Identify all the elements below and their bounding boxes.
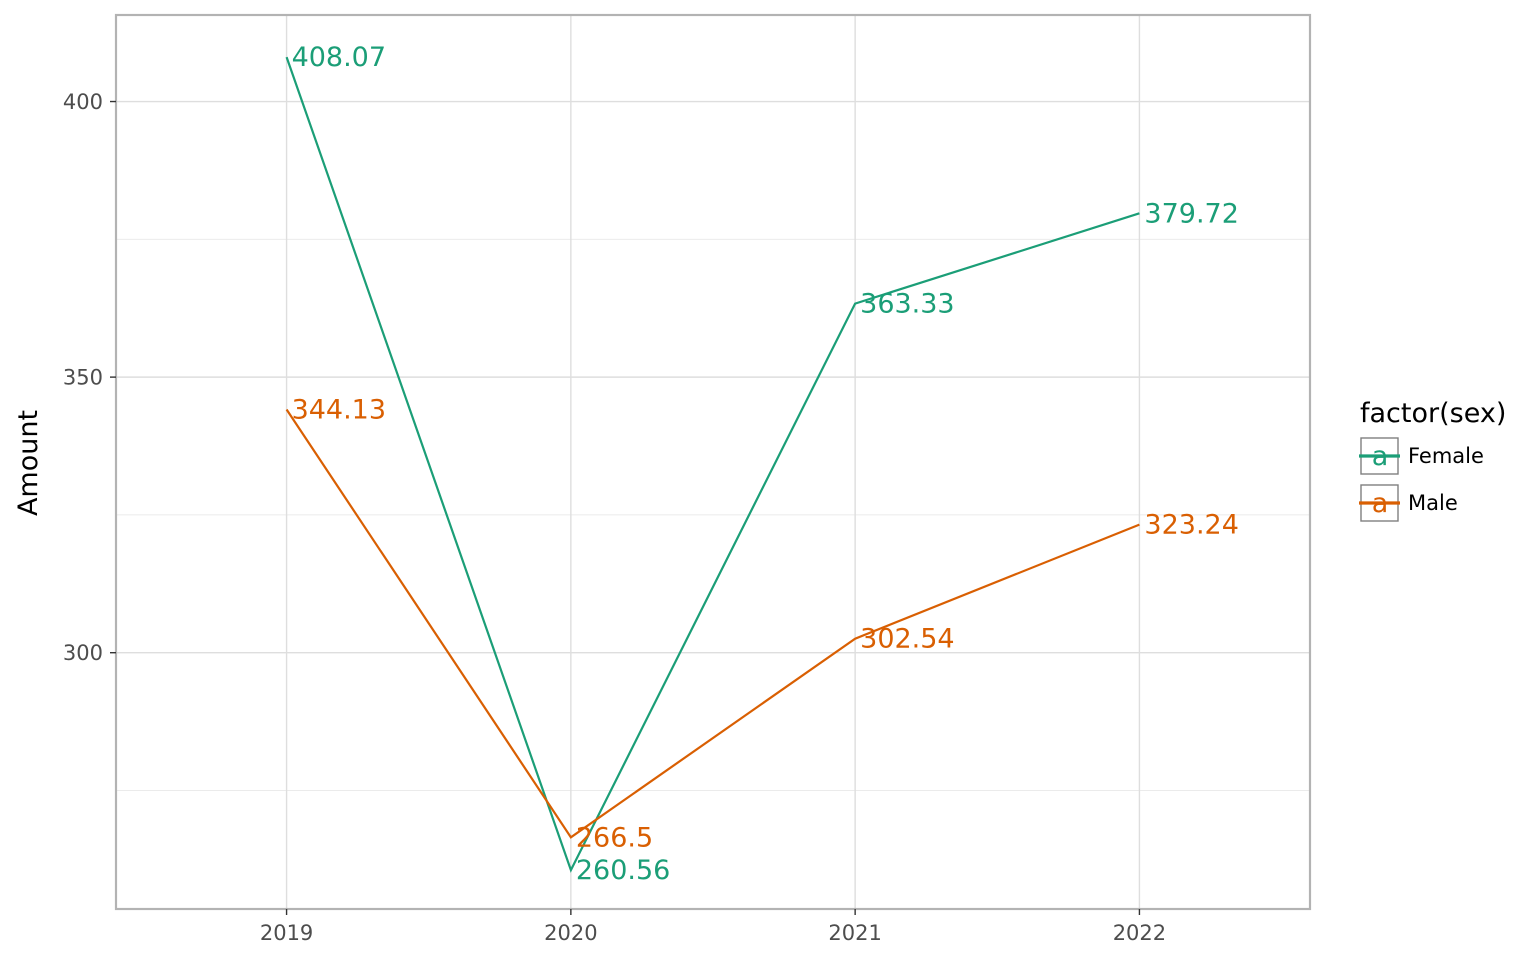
series-line-male: [285, 408, 1140, 839]
x-tick-label: 2022: [1113, 921, 1166, 945]
y-tick-label: 300: [63, 641, 103, 665]
panel-border: [114, 13, 1312, 911]
x-tick-label: 2020: [544, 921, 597, 945]
series-line-female: [285, 56, 1140, 873]
y-tick-label: 350: [63, 366, 103, 390]
y-axis-title: Amount: [13, 410, 44, 516]
y-axis: 300 350 400: [63, 90, 116, 665]
data-label-female: 379.72: [1144, 198, 1238, 229]
data-label-male: 266.5: [576, 822, 653, 853]
legend-title: factor(sex): [1360, 398, 1506, 429]
series-lines: [285, 56, 1140, 873]
data-labels: 408.07 260.56 363.33 379.72 344.13 266.5 302.5…: [292, 42, 1239, 886]
major-grid: [116, 15, 1310, 909]
data-label-female: 363.33: [860, 289, 954, 320]
x-tick-label: 2019: [260, 921, 313, 945]
y-tick-label: 400: [63, 90, 103, 114]
data-label-female: 408.07: [292, 42, 386, 73]
legend-key-glyph: a: [1372, 441, 1389, 472]
legend-item-female: a Female: [1359, 437, 1484, 475]
data-label-male: 344.13: [292, 394, 386, 425]
legend-item-male: a Male: [1359, 484, 1458, 522]
legend-label: Female: [1408, 444, 1484, 468]
x-axis: 2019 2020 2021 2022: [260, 909, 1166, 945]
minor-grid: [116, 238, 1310, 791]
x-tick-label: 2021: [828, 921, 881, 945]
legend-key-glyph: a: [1372, 488, 1389, 519]
data-label-male: 302.54: [860, 624, 954, 655]
data-label-female: 260.56: [576, 855, 670, 886]
data-label-male: 323.24: [1144, 510, 1238, 541]
legend-label: Male: [1408, 491, 1458, 515]
